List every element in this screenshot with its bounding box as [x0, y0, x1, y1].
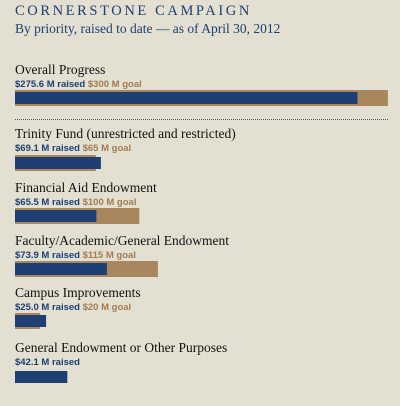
- raised-label: $42.1 M raised: [15, 357, 80, 368]
- raised-bar: [15, 210, 97, 222]
- raised-bar: [15, 263, 107, 275]
- chart-title: CORNERSTONE CAMPAIGN: [15, 3, 252, 19]
- value-labels: $42.1 M raised: [15, 357, 395, 369]
- goal-label: $115 M goal: [82, 250, 136, 261]
- goal-label: $65 M goal: [82, 143, 132, 154]
- raised-bar: [15, 371, 68, 383]
- category-label: Financial Aid Endowment: [15, 180, 157, 195]
- value-labels: $73.9 M raised $115 M goal: [15, 250, 395, 262]
- raised-bar: [15, 92, 358, 104]
- value-labels: $69.1 M raised $65 M goal: [15, 143, 395, 155]
- category-block-general: General Endowment or Other Purposes $42.…: [15, 340, 395, 369]
- category-label: Trinity Fund (unrestricted and restricte…: [15, 126, 236, 141]
- category-label: Faculty/Academic/General Endowment: [15, 233, 230, 248]
- category-block-overall: Overall Progress $275.6 M raised $300 M …: [15, 62, 395, 91]
- divider: [15, 119, 388, 120]
- value-labels: $25.0 M raised $20 M goal: [15, 302, 395, 314]
- category-block-financial-aid: Financial Aid Endowment $65.5 M raised $…: [15, 180, 395, 209]
- category-label: General Endowment or Other Purposes: [15, 340, 228, 355]
- raised-label: $25.0 M raised: [15, 302, 80, 313]
- raised-label: $65.5 M raised: [15, 197, 80, 208]
- raised-bar: [15, 315, 47, 327]
- value-labels: $275.6 M raised $300 M goal: [15, 79, 395, 91]
- chart-subtitle: By priority, raised to date — as of Apri…: [15, 21, 281, 36]
- category-block-campus: Campus Improvements $25.0 M raised $20 M…: [15, 285, 395, 314]
- raised-label: $275.6 M raised: [15, 79, 86, 90]
- category-label: Campus Improvements: [15, 285, 141, 300]
- value-labels: $65.5 M raised $100 M goal: [15, 197, 395, 209]
- category-block-trinity: Trinity Fund (unrestricted and restricte…: [15, 126, 395, 155]
- category-label: Overall Progress: [15, 62, 106, 77]
- raised-label: $69.1 M raised: [15, 143, 80, 154]
- goal-label: $20 M goal: [82, 302, 132, 313]
- raised-bar: [15, 157, 101, 169]
- goal-label: $300 M goal: [87, 79, 142, 90]
- raised-label: $73.9 M raised: [15, 250, 80, 261]
- goal-label: $100 M goal: [82, 197, 137, 208]
- category-block-faculty: Faculty/Academic/General Endowment $73.9…: [15, 233, 395, 262]
